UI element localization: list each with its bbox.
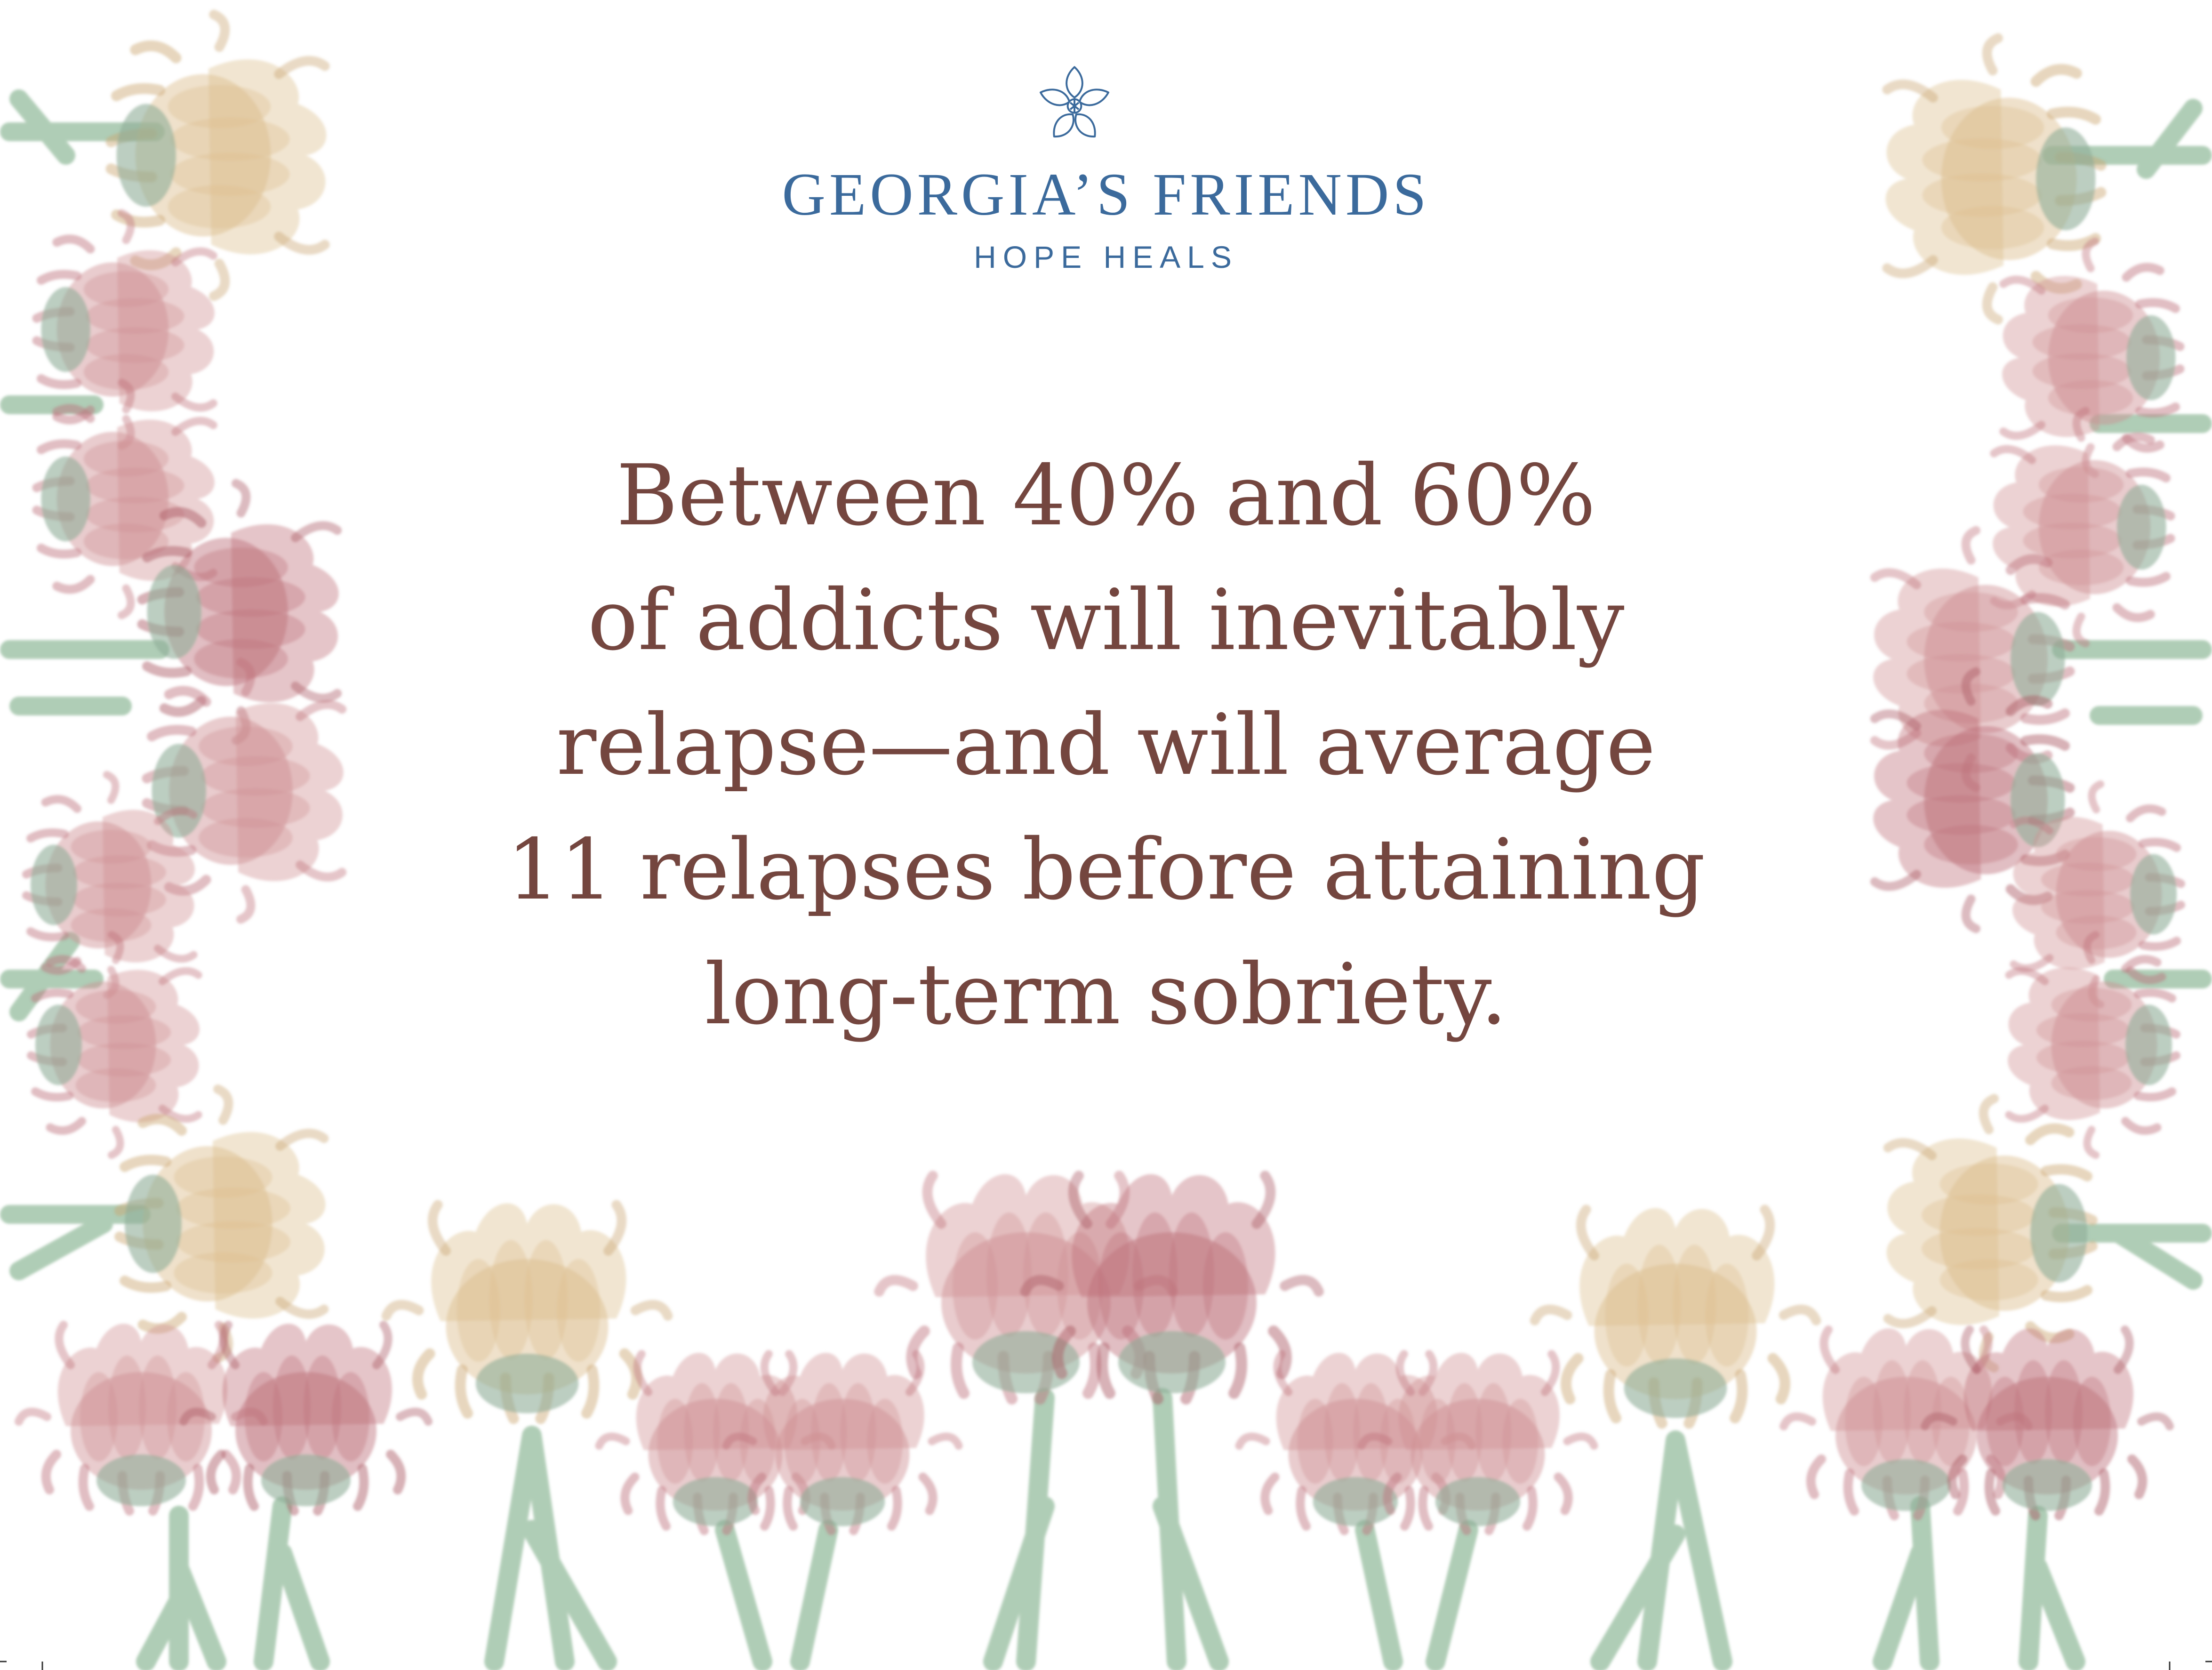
stem-icon	[0, 89, 169, 1280]
quote-line: long-term sobriety.	[705, 946, 1507, 1043]
quote-line: relapse—and will average	[556, 696, 1656, 794]
quote-line: 11 relapses before attaining	[506, 821, 1706, 918]
flower-icon	[19, 1174, 2170, 1531]
quote-text: Between 40% and 60% of addicts will inev…	[400, 433, 1812, 1057]
quote-line: of addicts will inevitably	[587, 571, 1625, 669]
flower-icon	[26, 15, 344, 1358]
flower-icon	[1873, 38, 2181, 1368]
logo-title: GEORGIA’S FRIENDS	[782, 161, 1430, 228]
magnolia-flower-icon	[1040, 66, 1109, 137]
stem-icon	[136, 1388, 2085, 1670]
logo-tagline: HOPE HEALS	[974, 240, 1238, 274]
quote-line: Between 40% and 60%	[616, 447, 1596, 544]
